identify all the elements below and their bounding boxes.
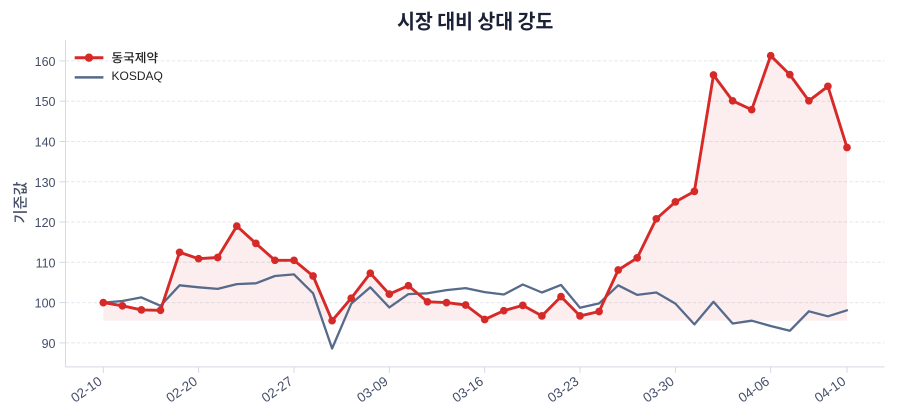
svg-text:150: 150 bbox=[35, 95, 56, 109]
svg-text:90: 90 bbox=[42, 337, 56, 351]
svg-text:120: 120 bbox=[35, 216, 56, 230]
svg-text:KOSDAQ: KOSDAQ bbox=[112, 69, 163, 83]
svg-text:140: 140 bbox=[35, 136, 56, 150]
svg-text:160: 160 bbox=[35, 55, 56, 69]
svg-text:100: 100 bbox=[35, 297, 56, 311]
svg-text:110: 110 bbox=[36, 256, 56, 270]
svg-text:130: 130 bbox=[35, 176, 56, 190]
